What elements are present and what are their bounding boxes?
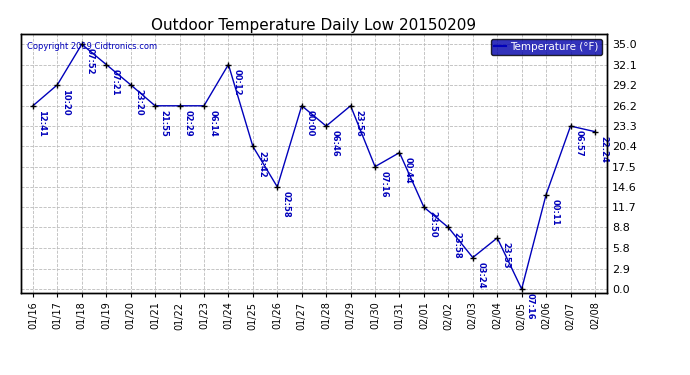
Text: 00:00: 00:00 xyxy=(306,110,315,136)
Text: 23:50: 23:50 xyxy=(428,211,437,238)
Legend: Temperature (°F): Temperature (°F) xyxy=(491,39,602,55)
Text: 12:41: 12:41 xyxy=(37,110,46,137)
Text: 23:58: 23:58 xyxy=(453,232,462,258)
Text: 23:56: 23:56 xyxy=(355,110,364,137)
Text: 00:11: 00:11 xyxy=(550,199,560,225)
Title: Outdoor Temperature Daily Low 20150209: Outdoor Temperature Daily Low 20150209 xyxy=(151,18,477,33)
Text: 07:16: 07:16 xyxy=(526,293,535,320)
Text: 21:55: 21:55 xyxy=(159,110,168,137)
Text: 23:20: 23:20 xyxy=(135,89,144,116)
Text: 23:53: 23:53 xyxy=(502,242,511,269)
Text: 02:29: 02:29 xyxy=(184,110,193,136)
Text: 23:42: 23:42 xyxy=(257,150,266,177)
Text: 07:52: 07:52 xyxy=(86,48,95,75)
Text: 10:20: 10:20 xyxy=(61,89,70,116)
Text: 03:24: 03:24 xyxy=(477,262,486,288)
Text: 06:57: 06:57 xyxy=(575,130,584,157)
Text: 06:46: 06:46 xyxy=(331,130,339,157)
Text: 07:21: 07:21 xyxy=(110,69,119,95)
Text: Copyright 2019 Cidtronics.com: Copyright 2019 Cidtronics.com xyxy=(26,42,157,51)
Text: 00:44: 00:44 xyxy=(404,157,413,183)
Text: 02:58: 02:58 xyxy=(282,191,290,218)
Text: 06:14: 06:14 xyxy=(208,110,217,137)
Text: 07:16: 07:16 xyxy=(380,171,388,197)
Text: 00:12: 00:12 xyxy=(233,69,241,95)
Text: 22:24: 22:24 xyxy=(599,136,608,163)
